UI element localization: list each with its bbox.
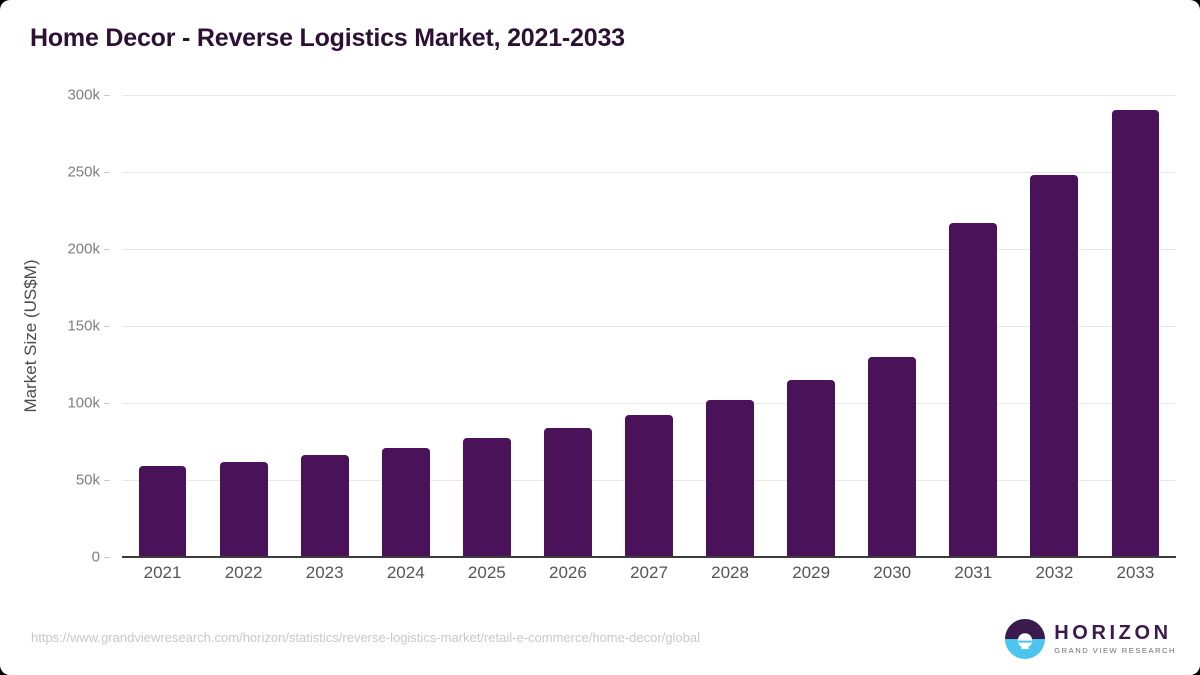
bar[interactable] (1111, 110, 1160, 557)
y-axis-tick-mark (104, 557, 110, 558)
bar[interactable] (300, 455, 349, 557)
y-axis-tick-mark (104, 480, 110, 481)
x-axis-tick-label: 2030 (873, 563, 912, 582)
y-axis-tick-label: 300k (67, 86, 100, 104)
x-axis-tick-label: 2032 (1035, 563, 1074, 582)
x-axis-tick-label: 2023 (305, 563, 344, 582)
bar[interactable] (138, 466, 187, 557)
bar[interactable] (219, 461, 268, 557)
y-axis-tick-label: 250k (67, 163, 100, 181)
horizon-logo-icon (1005, 619, 1046, 659)
gridline (122, 172, 1176, 173)
chart-title: Home Decor - Reverse Logistics Market, 2… (30, 24, 625, 52)
y-axis-tick-mark (104, 403, 110, 404)
x-axis-tick-label: 2024 (386, 563, 425, 582)
x-axis-tick-label: 2029 (792, 563, 831, 582)
y-axis-tick-label: 0 (91, 548, 100, 566)
bar[interactable] (462, 438, 511, 557)
y-axis-tick-label: 150k (67, 317, 100, 335)
gridline (122, 403, 1176, 404)
bar[interactable] (381, 447, 430, 557)
x-axis-ticks: 2021 2022 2023 2024 2025 2026 2027 2028 2029 2030… (122, 563, 1176, 593)
x-axis-line (122, 556, 1176, 558)
y-axis-tick-mark (104, 249, 110, 250)
horizon-logo-text: HORIZON GRAND VIEW RESEARCH (1054, 623, 1176, 655)
y-axis-tick-label: 200k (67, 240, 100, 258)
x-axis-tick-label: 2021 (143, 563, 182, 582)
horizon-logo[interactable]: HORIZON GRAND VIEW RESEARCH (1005, 618, 1176, 660)
y-axis-tick-mark (104, 95, 110, 96)
bar[interactable] (706, 399, 754, 557)
gridline (122, 249, 1176, 250)
x-axis-tick-label: 2025 (467, 563, 506, 582)
y-axis-tick-mark (104, 326, 110, 327)
x-axis-tick-label: 2031 (954, 563, 993, 582)
horizon-wordmark: HORIZON (1054, 622, 1172, 645)
y-axis-tick-label: 100k (67, 394, 100, 412)
x-axis-tick-label: 2027 (630, 563, 668, 582)
plot-area (122, 95, 1176, 557)
bar[interactable] (868, 356, 917, 557)
x-axis-tick-label: 2022 (224, 563, 263, 582)
x-axis-tick-label: 2026 (549, 563, 587, 582)
x-axis-tick-label: 2033 (1116, 563, 1155, 582)
y-axis-tick-label: 50k (75, 471, 100, 489)
bar[interactable] (949, 222, 998, 557)
x-axis-tick-label: 2028 (711, 563, 749, 582)
bar[interactable] (1030, 175, 1079, 557)
source-url[interactable]: https://www.grandviewresearch.com/horizo… (31, 630, 701, 645)
y-axis-tick-mark (104, 172, 110, 173)
gridline (122, 95, 1176, 96)
bar[interactable] (625, 415, 673, 557)
bar[interactable] (544, 427, 592, 557)
bar[interactable] (787, 379, 836, 557)
y-axis-ticks: 0 50k 100k 150k 200k 250k 300k (0, 87, 110, 566)
gridline (122, 326, 1176, 327)
horizon-tagline: GRAND VIEW RESEARCH (1054, 646, 1176, 656)
